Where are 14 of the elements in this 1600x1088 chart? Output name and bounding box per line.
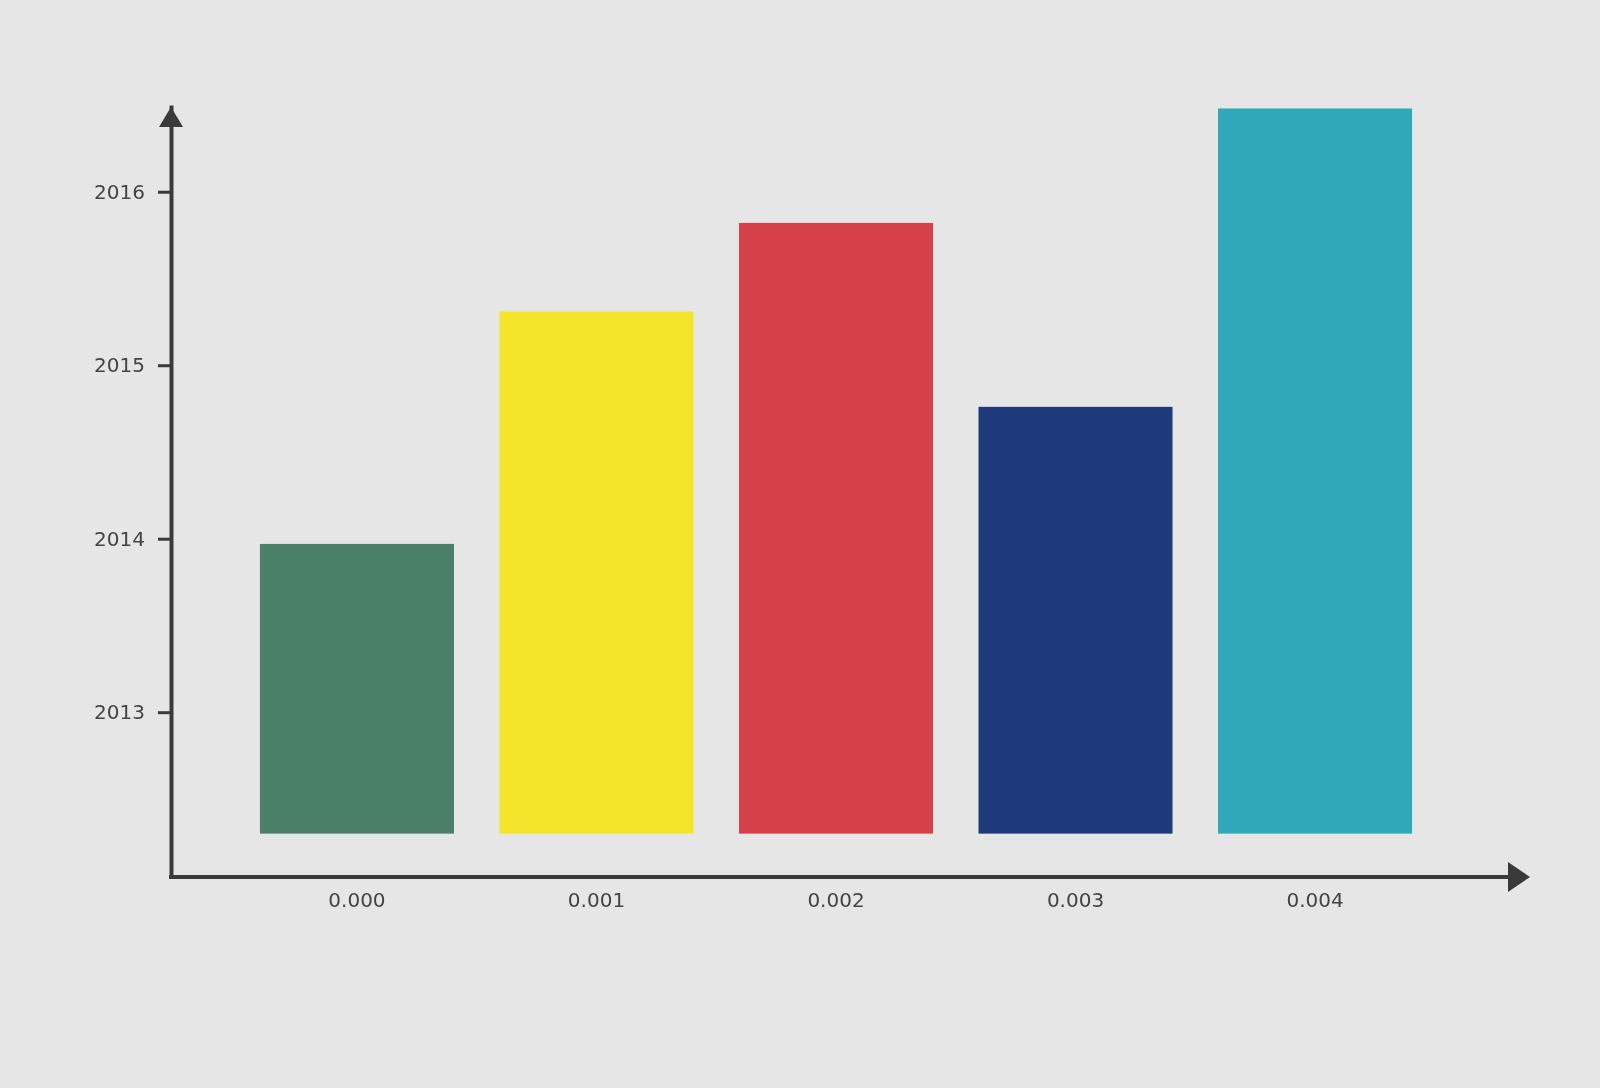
x-tick-label: 0.000 xyxy=(328,888,386,913)
y-tick-label: 2016 xyxy=(94,179,145,204)
y-tick-label: 2015 xyxy=(94,353,145,378)
bar xyxy=(259,543,454,834)
bar xyxy=(978,406,1173,834)
y-tick-label: 2014 xyxy=(94,526,145,551)
x-tick-label: 0.004 xyxy=(1286,888,1344,913)
bar xyxy=(738,222,934,834)
x-tick-label: 0.003 xyxy=(1046,888,1105,913)
bar xyxy=(1218,108,1413,834)
bar xyxy=(499,311,694,834)
y-tick-label: 2013 xyxy=(94,700,145,725)
x-tick-label: 0.001 xyxy=(567,888,626,913)
x-tick-label: 0.002 xyxy=(807,888,865,913)
